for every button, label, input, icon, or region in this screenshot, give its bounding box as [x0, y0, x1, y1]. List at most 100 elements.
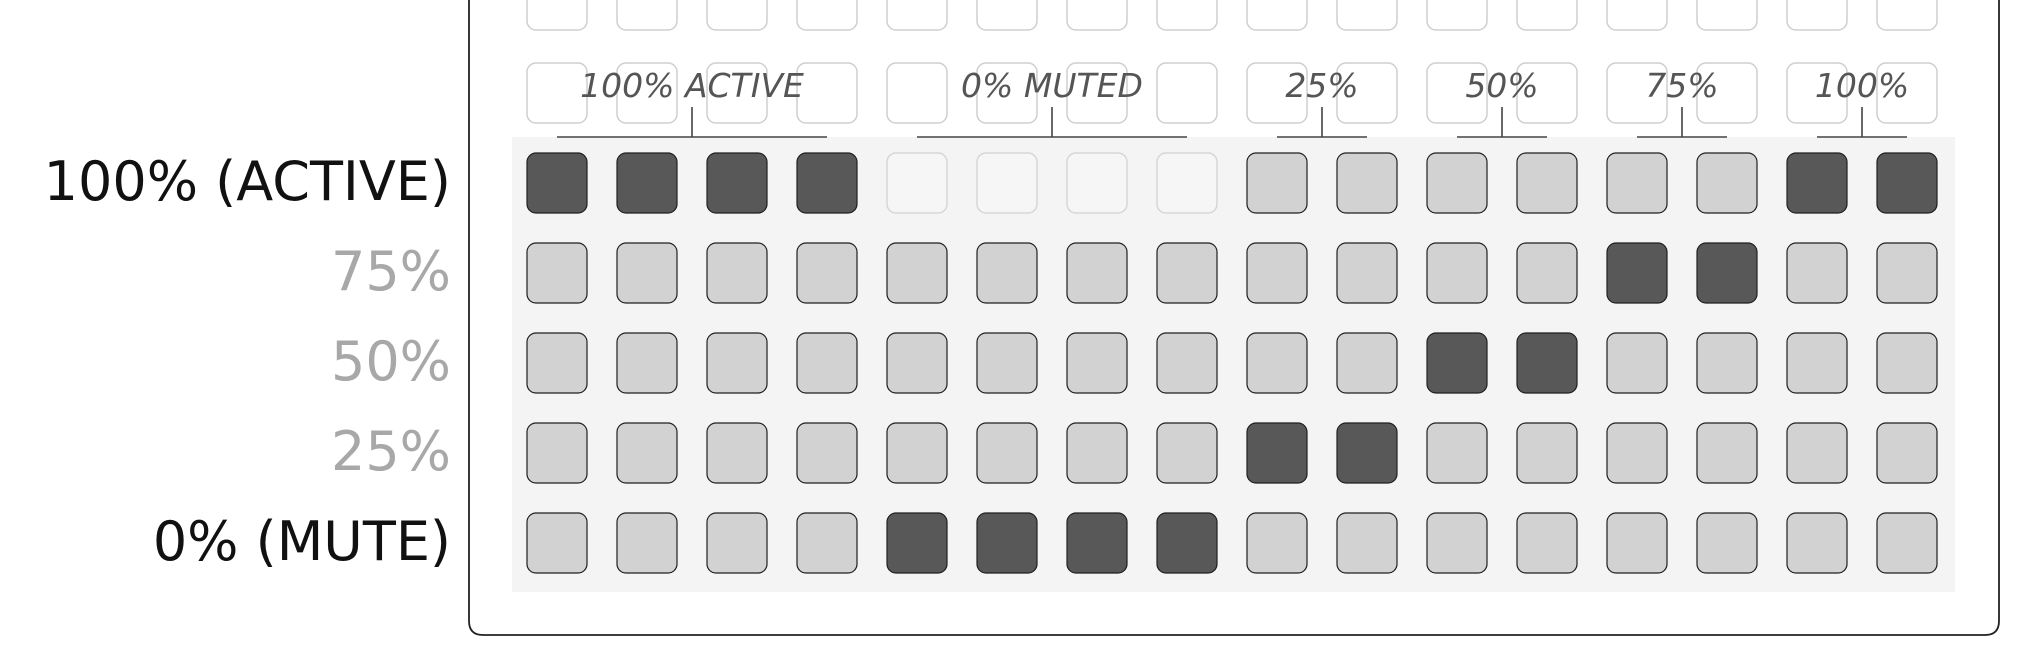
- pad-unlit: [1786, 242, 1848, 304]
- pad-unlit: [796, 512, 858, 574]
- pad-unlit: [976, 332, 1038, 394]
- pad-unlit: [1246, 242, 1308, 304]
- ghost-pad: [1786, 62, 1848, 124]
- ghost-pad: [1516, 0, 1578, 31]
- ghost-pad: [796, 62, 858, 124]
- pad-unlit: [526, 242, 588, 304]
- pad-unlit: [976, 422, 1038, 484]
- ghost-pad: [1336, 0, 1398, 31]
- pad-off: [1156, 152, 1218, 214]
- pad-unlit: [1336, 152, 1398, 214]
- ghost-pad: [706, 62, 768, 124]
- ghost-pad: [1606, 62, 1668, 124]
- pad-unlit: [1696, 422, 1758, 484]
- pad-off: [976, 152, 1038, 214]
- column-group-label: 25%: [1285, 66, 1358, 105]
- pad-lit: [976, 512, 1038, 574]
- pad-unlit: [706, 242, 768, 304]
- pad-lit: [616, 152, 678, 214]
- pad-unlit: [1066, 242, 1128, 304]
- pad-unlit: [1876, 422, 1938, 484]
- ghost-pad: [1066, 0, 1128, 31]
- column-group-brackets: 100% ACTIVE 0% MUTED 25% 50% 75% 100%: [557, 66, 1909, 138]
- pad-lit: [1156, 512, 1218, 574]
- ghost-pad: [706, 0, 768, 31]
- pad-unlit: [1156, 242, 1218, 304]
- pad-unlit: [616, 242, 678, 304]
- pad-unlit: [1246, 512, 1308, 574]
- pad-unlit: [1426, 152, 1488, 214]
- pad-unlit: [1336, 512, 1398, 574]
- pad-lit: [1606, 242, 1668, 304]
- group-bracket: [1637, 107, 1727, 138]
- pad-unlit: [706, 512, 768, 574]
- pad-lit: [796, 152, 858, 214]
- pad-lit: [1516, 332, 1578, 394]
- pad-unlit: [1516, 152, 1578, 214]
- pad-unlit: [1606, 152, 1668, 214]
- pad-off: [886, 152, 948, 214]
- pad-grid: [526, 152, 1938, 574]
- pad-unlit: [1516, 242, 1578, 304]
- ghost-pad: [616, 0, 678, 31]
- ghost-pad: [1426, 62, 1488, 124]
- ghost-pad: [886, 62, 948, 124]
- group-bracket: [1817, 107, 1907, 138]
- pad-unlit: [1516, 422, 1578, 484]
- pad-unlit: [1516, 512, 1578, 574]
- pad-unlit: [1696, 332, 1758, 394]
- row-labels: 100% (ACTIVE) 75% 50% 25% 0% (MUTE): [44, 150, 451, 573]
- pad-unlit: [1696, 152, 1758, 214]
- pad-lit: [1066, 512, 1128, 574]
- pad-unlit: [1606, 332, 1668, 394]
- pad-unlit: [1606, 512, 1668, 574]
- ghost-pad: [976, 62, 1038, 124]
- row-label: 0% (MUTE): [153, 510, 451, 573]
- pad-unlit: [796, 242, 858, 304]
- pad-unlit: [1156, 422, 1218, 484]
- pad-unlit: [526, 512, 588, 574]
- pad-unlit: [1426, 242, 1488, 304]
- ghost-pad: [1336, 62, 1398, 124]
- pad-lit: [1246, 422, 1308, 484]
- ghost-pad: [1516, 62, 1578, 124]
- pad-unlit: [706, 332, 768, 394]
- pad-unlit: [1066, 332, 1128, 394]
- pad-unlit: [796, 332, 858, 394]
- pad-unlit: [1336, 332, 1398, 394]
- pad-lit: [526, 152, 588, 214]
- row-label: 25%: [331, 420, 451, 483]
- ghost-pad: [1246, 0, 1308, 31]
- pad-lit: [886, 512, 948, 574]
- ghost-pad: [976, 0, 1038, 31]
- ghost-pad-rows: [526, 0, 1938, 124]
- ghost-pad: [1696, 0, 1758, 31]
- pad-unlit: [1336, 242, 1398, 304]
- pad-unlit: [526, 422, 588, 484]
- pad-unlit: [1606, 422, 1668, 484]
- pad-unlit: [796, 422, 858, 484]
- pad-unlit: [976, 242, 1038, 304]
- pad-lit: [1696, 242, 1758, 304]
- pad-unlit: [1876, 242, 1938, 304]
- pad-unlit: [1876, 512, 1938, 574]
- group-bracket: [917, 107, 1187, 138]
- ghost-pad: [1786, 0, 1848, 31]
- column-group-label: 75%: [1645, 66, 1718, 105]
- ghost-pad: [796, 0, 858, 31]
- ghost-pad: [1066, 62, 1128, 124]
- pad-unlit: [1876, 332, 1938, 394]
- pad-unlit: [616, 512, 678, 574]
- group-bracket: [1457, 107, 1547, 138]
- group-bracket: [1277, 107, 1367, 138]
- ghost-pad: [886, 0, 948, 31]
- device-frame: [468, 0, 2000, 636]
- pad-unlit: [1156, 332, 1218, 394]
- pad-lit: [1426, 332, 1488, 394]
- pad-unlit: [1786, 512, 1848, 574]
- pad-off: [1066, 152, 1128, 214]
- pad-lit: [1786, 152, 1848, 214]
- pad-unlit: [1786, 332, 1848, 394]
- ghost-pad: [1876, 0, 1938, 31]
